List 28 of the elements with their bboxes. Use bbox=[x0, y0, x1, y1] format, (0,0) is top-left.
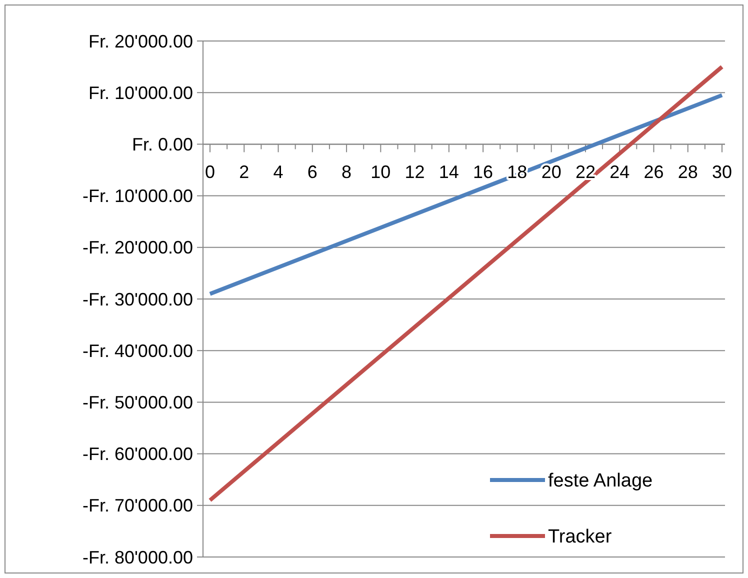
y-tick-label: -Fr. 60'000.00 bbox=[82, 444, 193, 464]
x-tick-label: 28 bbox=[678, 162, 698, 182]
x-tick-label: 0 bbox=[204, 162, 216, 182]
y-tick-label: -Fr. 40'000.00 bbox=[82, 340, 193, 361]
x-tick-label: 30 bbox=[712, 162, 732, 182]
x-tick-label: 14 bbox=[438, 162, 459, 182]
y-tick-label: -Fr. 50'000.00 bbox=[82, 392, 193, 412]
y-tick-label: Fr. 20'000.00 bbox=[88, 31, 193, 52]
x-tick-label: 24 bbox=[610, 162, 630, 182]
x-tick-label: 22 bbox=[575, 162, 596, 182]
y-tick-label: -Fr. 30'000.00 bbox=[82, 289, 193, 310]
x-tick-label: 20 bbox=[541, 162, 562, 182]
x-tick-label: 4 bbox=[273, 162, 284, 182]
x-tick-label: 10 bbox=[370, 162, 391, 182]
legend-label: feste Anlage bbox=[548, 470, 653, 492]
legend-label: Tracker bbox=[548, 526, 612, 548]
y-tick-label: -Fr. 20'000.00 bbox=[82, 238, 193, 258]
y-tick-label: -Fr. 80'000.00 bbox=[82, 547, 193, 568]
y-tick-label: -Fr. 70'000.00 bbox=[82, 496, 193, 516]
x-tick-label: 16 bbox=[473, 162, 494, 182]
x-tick-label: 8 bbox=[342, 162, 352, 182]
y-tick-label: Fr. 10'000.00 bbox=[88, 82, 193, 103]
x-tick-label: 26 bbox=[644, 162, 664, 182]
y-tick-label: Fr. 0.00 bbox=[132, 134, 193, 154]
y-tick-label: -Fr. 10'000.00 bbox=[82, 186, 193, 206]
x-tick-label: 2 bbox=[239, 162, 250, 182]
x-tick-label: 6 bbox=[307, 162, 318, 182]
x-tick-label: 12 bbox=[404, 162, 425, 182]
